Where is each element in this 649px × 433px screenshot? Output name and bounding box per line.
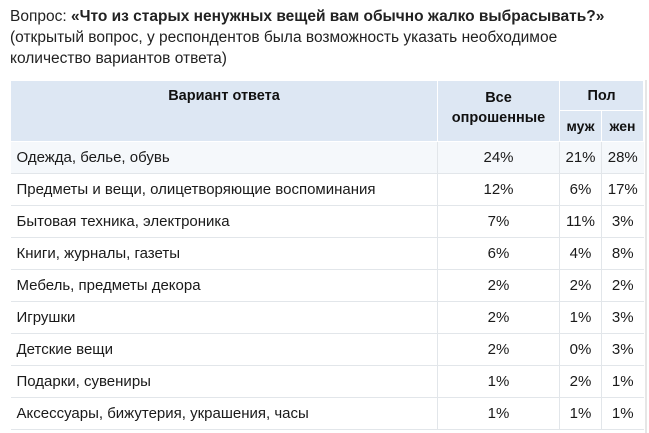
cell-female: 28%	[601, 141, 644, 174]
cell-all-respondents: 7%	[437, 205, 560, 238]
cell-female: 1%	[601, 365, 644, 398]
cell-option: Детские вещи	[10, 333, 438, 366]
table-body: Одежда, белье, обувь 24% 21% 28% Предметы и …	[10, 141, 644, 430]
cell-all-respondents: 2%	[437, 333, 560, 366]
cell-male: 2%	[559, 365, 602, 398]
table-row: Предметы и вещи, олицетворяющие воспомин…	[10, 173, 644, 206]
question-note: (открытый вопрос, у респондентов была во…	[10, 29, 558, 67]
cell-male: 0%	[559, 333, 602, 366]
cell-all-respondents: 2%	[437, 301, 560, 334]
results-table-container: Вариант ответа Все опрошенные Пол муж же…	[10, 80, 645, 430]
cell-female: 3%	[601, 333, 644, 366]
cell-option: Одежда, белье, обувь	[10, 141, 438, 174]
cell-female: 3%	[601, 301, 644, 334]
question-block: Вопрос: «Что из старых ненужных вещей ва…	[10, 6, 640, 69]
cell-all-respondents: 12%	[437, 173, 560, 206]
table-row: Аксессуары, бижутерия, украшения, часы 1%…	[10, 397, 644, 430]
cell-female: 3%	[601, 205, 644, 238]
header-female: жен	[600, 110, 645, 142]
cell-option: Аксессуары, бижутерия, украшения, часы	[10, 397, 438, 430]
cell-male: 1%	[559, 301, 602, 334]
table-row: Одежда, белье, обувь 24% 21% 28%	[10, 141, 644, 174]
cell-male: 11%	[559, 205, 602, 238]
cell-option: Бытовая техника, электроника	[10, 205, 438, 238]
table-header: Вариант ответа Все опрошенные Пол муж же…	[10, 80, 645, 142]
cell-option: Предметы и вещи, олицетворяющие воспомин…	[10, 173, 438, 206]
table-row: Бытовая техника, электроника 7% 11% 3%	[10, 205, 644, 238]
header-male: муж	[559, 110, 602, 142]
cell-option: Игрушки	[10, 301, 438, 334]
table-row: Мебель, предметы декора 2% 2% 2%	[10, 269, 644, 302]
cell-all-respondents: 6%	[437, 237, 560, 270]
cell-male: 2%	[559, 269, 602, 302]
cell-all-respondents: 1%	[437, 365, 560, 398]
cell-male: 6%	[559, 173, 602, 206]
header-all-respondents: Все опрошенные	[437, 80, 560, 142]
cell-female: 2%	[601, 269, 644, 302]
cell-female: 17%	[601, 173, 644, 206]
question-text: «Что из старых ненужных вещей вам обычно…	[70, 8, 605, 25]
cell-male: 21%	[559, 141, 602, 174]
scrollbar-track[interactable]	[645, 80, 647, 433]
cell-option: Книги, журналы, газеты	[10, 237, 438, 270]
cell-option: Подарки, сувениры	[10, 365, 438, 398]
cell-female: 8%	[601, 237, 644, 270]
cell-all-respondents: 1%	[437, 397, 560, 430]
cell-male: 4%	[559, 237, 602, 270]
cell-option: Мебель, предметы декора	[10, 269, 438, 302]
cell-male: 1%	[559, 397, 602, 430]
cell-all-respondents: 24%	[437, 141, 560, 174]
table-row: Игрушки 2% 1% 3%	[10, 301, 644, 334]
question-prefix: Вопрос:	[10, 8, 71, 25]
header-option: Вариант ответа	[10, 80, 438, 142]
table-row: Книги, журналы, газеты 6% 4% 8%	[10, 237, 644, 270]
cell-female: 1%	[601, 397, 644, 430]
table-row: Подарки, сувениры 1% 2% 1%	[10, 365, 644, 398]
results-table: Вариант ответа Все опрошенные Пол муж же…	[10, 80, 645, 430]
header-sex: Пол	[558, 80, 645, 111]
cell-all-respondents: 2%	[437, 269, 560, 302]
table-row: Детские вещи 2% 0% 3%	[10, 333, 644, 366]
